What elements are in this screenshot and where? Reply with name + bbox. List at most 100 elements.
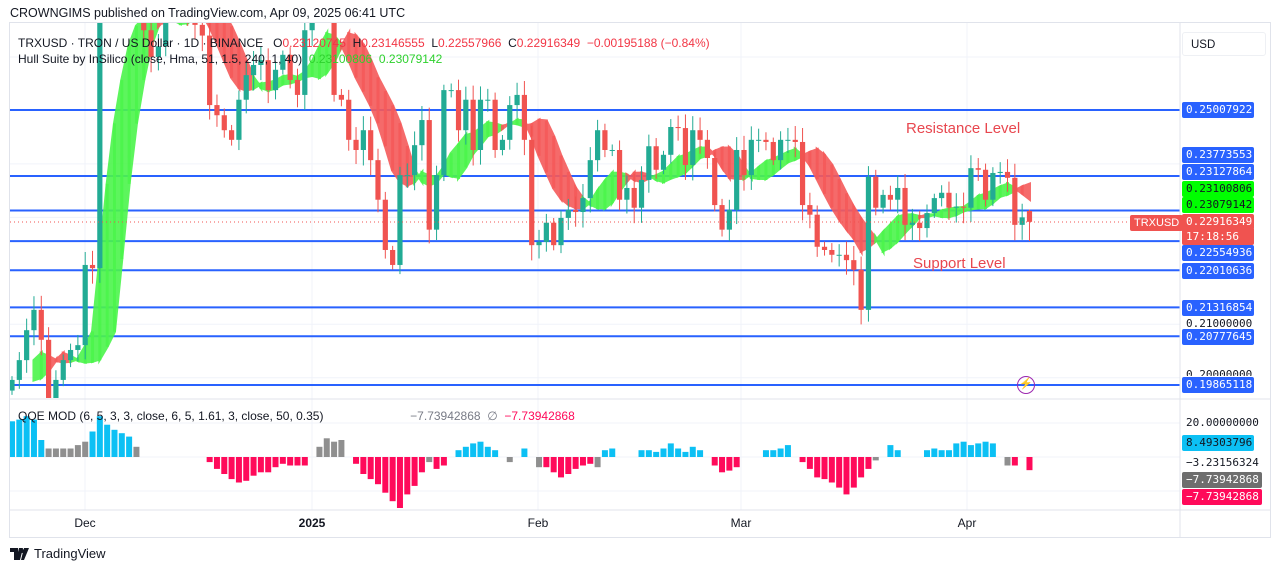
candle-body	[763, 139, 769, 142]
qqe-legend[interactable]: QQE MOD (6, 5, 3, 3, close, 6, 5, 1.61, …	[18, 409, 575, 423]
candle-body	[712, 158, 718, 206]
bar-countdown: 17:18:56	[1182, 229, 1254, 245]
candle-body	[953, 206, 959, 208]
hull-price-label: 0.23100806	[1182, 181, 1254, 197]
qqe-bar	[536, 457, 543, 468]
symbol-legend[interactable]: TRXUSD · TRON / US Dollar · 1D · BINANCE…	[18, 36, 710, 50]
qqe-bar	[367, 457, 374, 480]
qqe-bar	[396, 457, 403, 508]
qqe-bar	[558, 457, 564, 478]
qqe-bar	[353, 457, 360, 464]
qqe-bar	[96, 416, 103, 457]
qqe-bar	[389, 457, 396, 502]
qqe-bar	[287, 457, 294, 466]
candle-body	[587, 160, 593, 199]
candle-body	[31, 309, 37, 331]
candle-body	[221, 115, 227, 131]
close-value: 0.22916349	[516, 36, 581, 50]
time-label-feb: Feb	[527, 516, 549, 530]
hull-value-2: 0.23079142	[378, 52, 443, 66]
candle-body	[521, 94, 527, 140]
qqe-bar	[418, 457, 425, 473]
qqe-bar	[579, 457, 586, 466]
qqe-bar	[565, 457, 572, 474]
lightning-icon[interactable]: ⚡	[1017, 376, 1035, 394]
price-label-level: 0.20777645	[1182, 329, 1254, 345]
candle-body	[477, 99, 484, 150]
publisher-line: CROWNGIMS published on TradingView.com, …	[10, 6, 406, 20]
qqe-bar	[872, 457, 879, 461]
qqe-bar	[858, 457, 865, 478]
qqe-bar	[45, 448, 52, 457]
candle-body	[917, 222, 923, 229]
candle-body	[807, 205, 813, 215]
candle-body	[514, 94, 520, 106]
candle-body	[433, 175, 440, 230]
candle-body	[404, 175, 410, 177]
candle-body	[785, 139, 791, 141]
qqe-value-label: −3.23156324	[1186, 456, 1259, 469]
candle-body	[368, 130, 374, 161]
candle-body	[38, 309, 44, 340]
currency-selector[interactable]: USD	[1182, 32, 1266, 56]
resistance-level-note: Resistance Level	[906, 120, 1021, 137]
hull-segment	[178, 23, 190, 26]
candle-body	[982, 169, 989, 200]
qqe-bar	[799, 457, 806, 463]
candle-body	[24, 330, 30, 361]
tradingview-brand[interactable]: TradingView	[10, 546, 106, 561]
qqe-bar	[243, 457, 250, 481]
candle-body	[631, 187, 637, 208]
candle-body	[148, 30, 154, 57]
candle-body	[602, 130, 608, 150]
price-label-level: 0.22554936	[1182, 245, 1254, 261]
qqe-bar	[206, 457, 213, 463]
candle-body	[595, 130, 601, 161]
candle-body	[287, 54, 293, 80]
candle-body	[265, 60, 271, 91]
symbol-title: TRXUSD · TRON / US Dollar · 1D · BINANCE	[18, 36, 264, 50]
qqe-bar	[89, 431, 96, 457]
candle-body	[1026, 210, 1033, 222]
qqe-bar	[126, 436, 133, 457]
candle-body	[89, 264, 96, 269]
qqe-bar	[982, 441, 989, 457]
low-value: 0.22557966	[438, 36, 502, 50]
candle-body	[792, 139, 798, 142]
chart-frame	[9, 22, 1271, 538]
hull-legend[interactable]: Hull Suite by InSilico (close, Hma, 51, …	[18, 52, 442, 66]
qqe-bar	[814, 457, 821, 478]
qqe-bar	[118, 433, 125, 457]
candle-body	[770, 141, 776, 161]
qqe-bar	[726, 457, 733, 471]
time-label-apr: Apr	[957, 516, 977, 530]
symbol-price-tag: TRXUSD	[1130, 215, 1184, 231]
candle-body	[75, 345, 81, 350]
qqe-bar	[235, 457, 242, 483]
candle-body	[397, 175, 403, 265]
qqe-bar	[719, 457, 726, 473]
hull-indicator-name: Hull Suite by InSilico (close, Hma, 51, …	[18, 52, 303, 66]
qqe-bar	[279, 457, 286, 464]
candle-body	[134, 0, 139, 3]
candle-body	[53, 379, 59, 398]
candle-body	[660, 154, 667, 170]
qqe-bar	[104, 424, 111, 457]
candle-body	[697, 130, 703, 140]
candle-body	[821, 246, 828, 250]
candles	[10, 0, 1033, 398]
qqe-value-label: −7.73942868	[1182, 489, 1262, 505]
qqe-bar	[887, 445, 894, 457]
qqe-bar	[272, 457, 279, 468]
hull-segment	[1020, 182, 1031, 203]
qqe-bar	[16, 419, 23, 457]
qqe-histogram	[10, 416, 1033, 508]
candle-body	[192, 23, 198, 25]
price-axis-tick: 0.20000000	[1186, 368, 1253, 376]
candle-body	[412, 145, 418, 176]
qqe-value-label: 8.49303796	[1182, 435, 1254, 451]
qqe-bar	[924, 450, 930, 457]
qqe-bar	[828, 457, 835, 483]
qqe-bar	[294, 457, 301, 466]
